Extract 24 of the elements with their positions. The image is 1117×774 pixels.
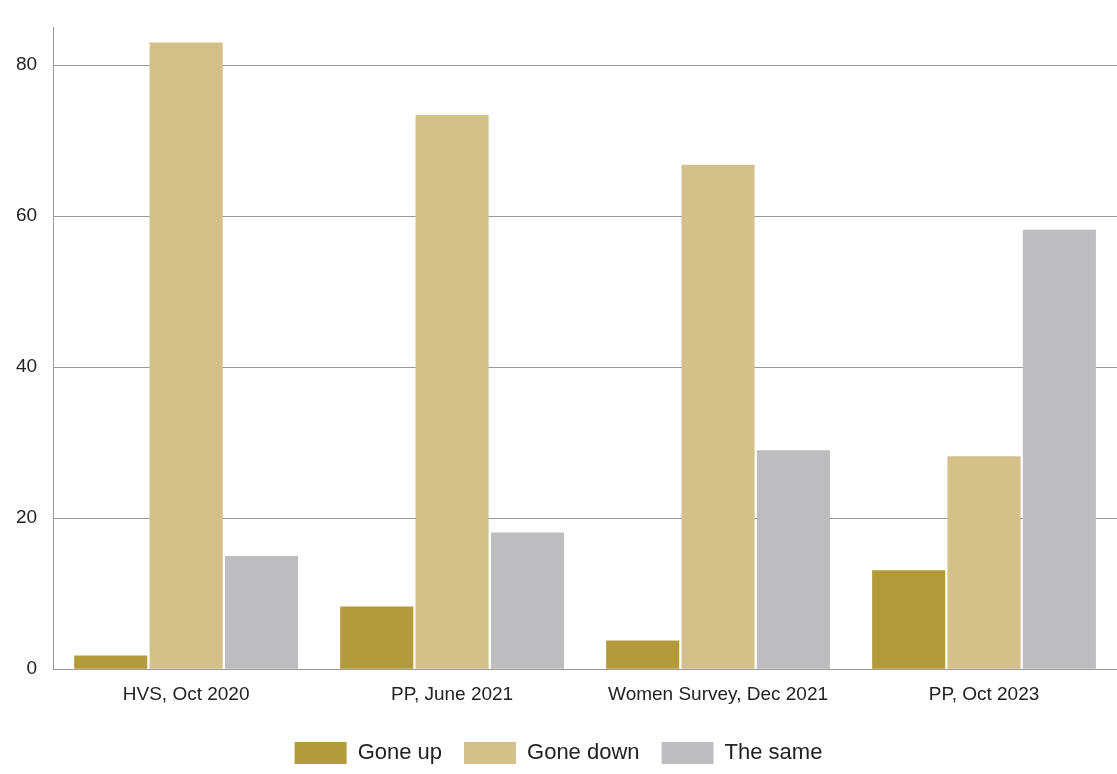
bar <box>149 42 223 669</box>
bar <box>606 640 680 669</box>
bar <box>872 570 946 669</box>
legend-label: Gone down <box>527 739 640 765</box>
legend-label: Gone up <box>357 739 443 765</box>
bar <box>340 606 414 669</box>
bar <box>74 655 148 669</box>
bar <box>1022 229 1096 669</box>
bar <box>756 450 830 669</box>
bar <box>415 114 489 669</box>
x-tick-label: PP, June 2021 <box>390 682 514 704</box>
x-tick-label: PP, Oct 2023 <box>928 682 1040 704</box>
y-tick-label: 20 <box>15 506 38 528</box>
x-tick-label: Women Survey, Dec 2021 <box>608 682 829 704</box>
y-tick-label: 0 <box>26 657 38 679</box>
y-tick-label: 40 <box>15 355 38 377</box>
bar <box>224 555 299 669</box>
y-tick-label: 60 <box>15 204 38 226</box>
bar <box>947 456 1021 669</box>
bar <box>681 164 755 669</box>
x-tick-label: HVS, Oct 2020 <box>122 682 250 704</box>
legend-label: The same <box>724 739 823 765</box>
bar <box>490 532 564 669</box>
y-tick-label: 80 <box>15 53 38 75</box>
